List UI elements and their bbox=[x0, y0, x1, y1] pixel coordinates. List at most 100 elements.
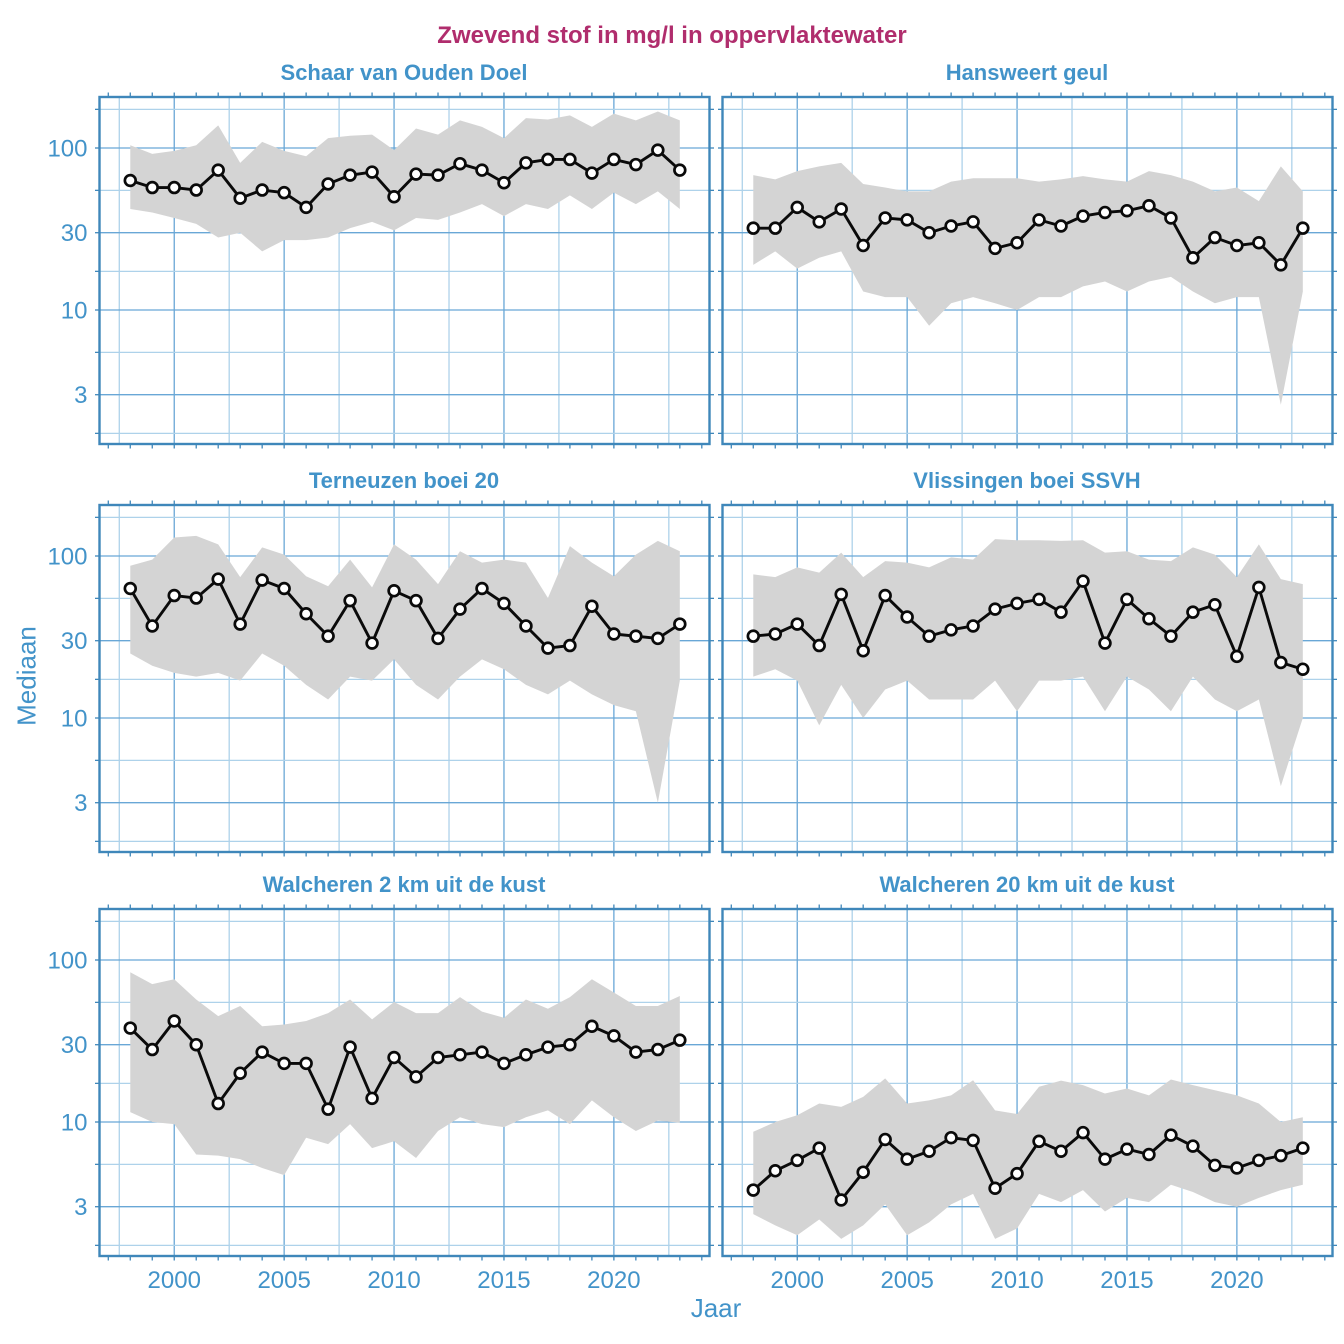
data-point bbox=[277, 185, 291, 200]
data-point bbox=[1120, 1142, 1134, 1156]
data-point bbox=[475, 163, 489, 177]
data-point bbox=[431, 1050, 445, 1065]
data-point bbox=[673, 163, 687, 177]
data-point bbox=[211, 163, 225, 177]
data-point bbox=[944, 623, 958, 637]
data-point bbox=[768, 627, 783, 641]
data-point bbox=[922, 1144, 936, 1158]
data-point bbox=[1186, 1139, 1200, 1153]
data-point bbox=[673, 617, 687, 631]
data-point bbox=[431, 631, 445, 646]
y-tick-label: 3 bbox=[74, 790, 87, 817]
data-point bbox=[409, 593, 423, 608]
data-point bbox=[790, 617, 804, 631]
data-point bbox=[563, 638, 577, 653]
data-point bbox=[878, 211, 892, 225]
data-point bbox=[343, 593, 357, 608]
data-point bbox=[497, 176, 511, 190]
panel-terneuzen-boei-20 bbox=[95, 500, 714, 857]
data-point bbox=[123, 173, 138, 188]
data-point bbox=[255, 573, 269, 587]
data-point bbox=[790, 200, 804, 215]
data-point bbox=[585, 1019, 599, 1033]
data-point bbox=[321, 1102, 335, 1116]
data-point bbox=[233, 1066, 247, 1080]
tick-marks bbox=[95, 904, 714, 1261]
confidence-band bbox=[753, 162, 1303, 405]
data-point bbox=[1010, 596, 1024, 611]
x-axis-title: Jaar bbox=[690, 1293, 742, 1323]
data-point bbox=[497, 1056, 511, 1071]
data-point bbox=[321, 177, 335, 191]
panel-vlissingen-boei-ssvh bbox=[718, 500, 1337, 857]
data-point bbox=[1142, 1147, 1156, 1162]
panel-border bbox=[721, 95, 1334, 446]
data-point bbox=[900, 610, 914, 624]
data-point bbox=[167, 1014, 181, 1028]
data-point bbox=[812, 215, 826, 229]
data-point bbox=[1186, 251, 1200, 265]
data-point bbox=[1164, 211, 1178, 225]
data-point bbox=[277, 1056, 291, 1071]
data-point bbox=[834, 587, 848, 602]
y-tick-label: 30 bbox=[61, 1032, 88, 1059]
data-point bbox=[453, 1048, 467, 1062]
data-point bbox=[167, 588, 181, 603]
data-point bbox=[834, 1193, 848, 1207]
panel-title-vlissingen-boei-ssvh: Vlissingen boei SSVH bbox=[913, 468, 1141, 493]
data-point bbox=[145, 1042, 160, 1057]
x-tick-label: 2020 bbox=[587, 1267, 640, 1294]
panel-border bbox=[721, 907, 1334, 1258]
data-point bbox=[585, 166, 599, 180]
data-point bbox=[365, 1091, 379, 1106]
data-point bbox=[607, 1029, 621, 1043]
y-tick-label: 100 bbox=[47, 947, 87, 974]
data-point bbox=[1032, 1134, 1046, 1149]
data-point bbox=[1252, 1153, 1266, 1168]
data-point bbox=[988, 602, 1002, 616]
data-point bbox=[563, 152, 577, 167]
data-point bbox=[966, 619, 980, 633]
data-point bbox=[1098, 1152, 1112, 1166]
y-tick-label: 3 bbox=[74, 1194, 87, 1221]
data-point bbox=[966, 1133, 980, 1148]
y-axis-title: Mediaan bbox=[11, 626, 42, 726]
data-point bbox=[299, 607, 313, 621]
data-point bbox=[475, 581, 489, 596]
data-point bbox=[746, 221, 761, 235]
data-points bbox=[746, 574, 1310, 676]
y-tick-label: 3 bbox=[74, 382, 87, 409]
data-point bbox=[1296, 1141, 1310, 1155]
data-point bbox=[651, 143, 665, 157]
panel-hansweert-geul bbox=[718, 92, 1337, 449]
data-point bbox=[321, 629, 335, 643]
x-tick-label: 2010 bbox=[990, 1267, 1043, 1294]
y-tick-label: 10 bbox=[61, 1109, 88, 1136]
data-point bbox=[1230, 649, 1244, 664]
data-point bbox=[453, 156, 467, 171]
data-point bbox=[1252, 236, 1266, 250]
data-point bbox=[541, 152, 555, 167]
data-point bbox=[431, 168, 445, 182]
data-points bbox=[746, 1125, 1310, 1207]
data-point bbox=[629, 629, 643, 643]
panel-title-hansweert-geul: Hansweert geul bbox=[945, 60, 1109, 85]
data-point bbox=[123, 581, 138, 596]
data-point bbox=[409, 1070, 423, 1084]
data-point bbox=[365, 636, 379, 650]
data-point bbox=[944, 219, 958, 233]
y-tick-label: 100 bbox=[47, 543, 87, 570]
panel-title-walcheren-2-km: Walcheren 2 km uit de kust bbox=[262, 872, 546, 897]
data-point bbox=[1186, 605, 1200, 619]
data-point bbox=[1274, 258, 1288, 272]
confidence-band bbox=[130, 535, 680, 803]
panel-border bbox=[98, 907, 711, 1258]
data-point bbox=[343, 168, 357, 182]
data-point bbox=[1164, 629, 1178, 643]
data-point bbox=[1010, 236, 1024, 250]
data-point bbox=[1230, 1161, 1244, 1175]
data-point bbox=[607, 152, 621, 167]
data-point bbox=[1098, 205, 1112, 220]
data-point bbox=[497, 596, 511, 611]
